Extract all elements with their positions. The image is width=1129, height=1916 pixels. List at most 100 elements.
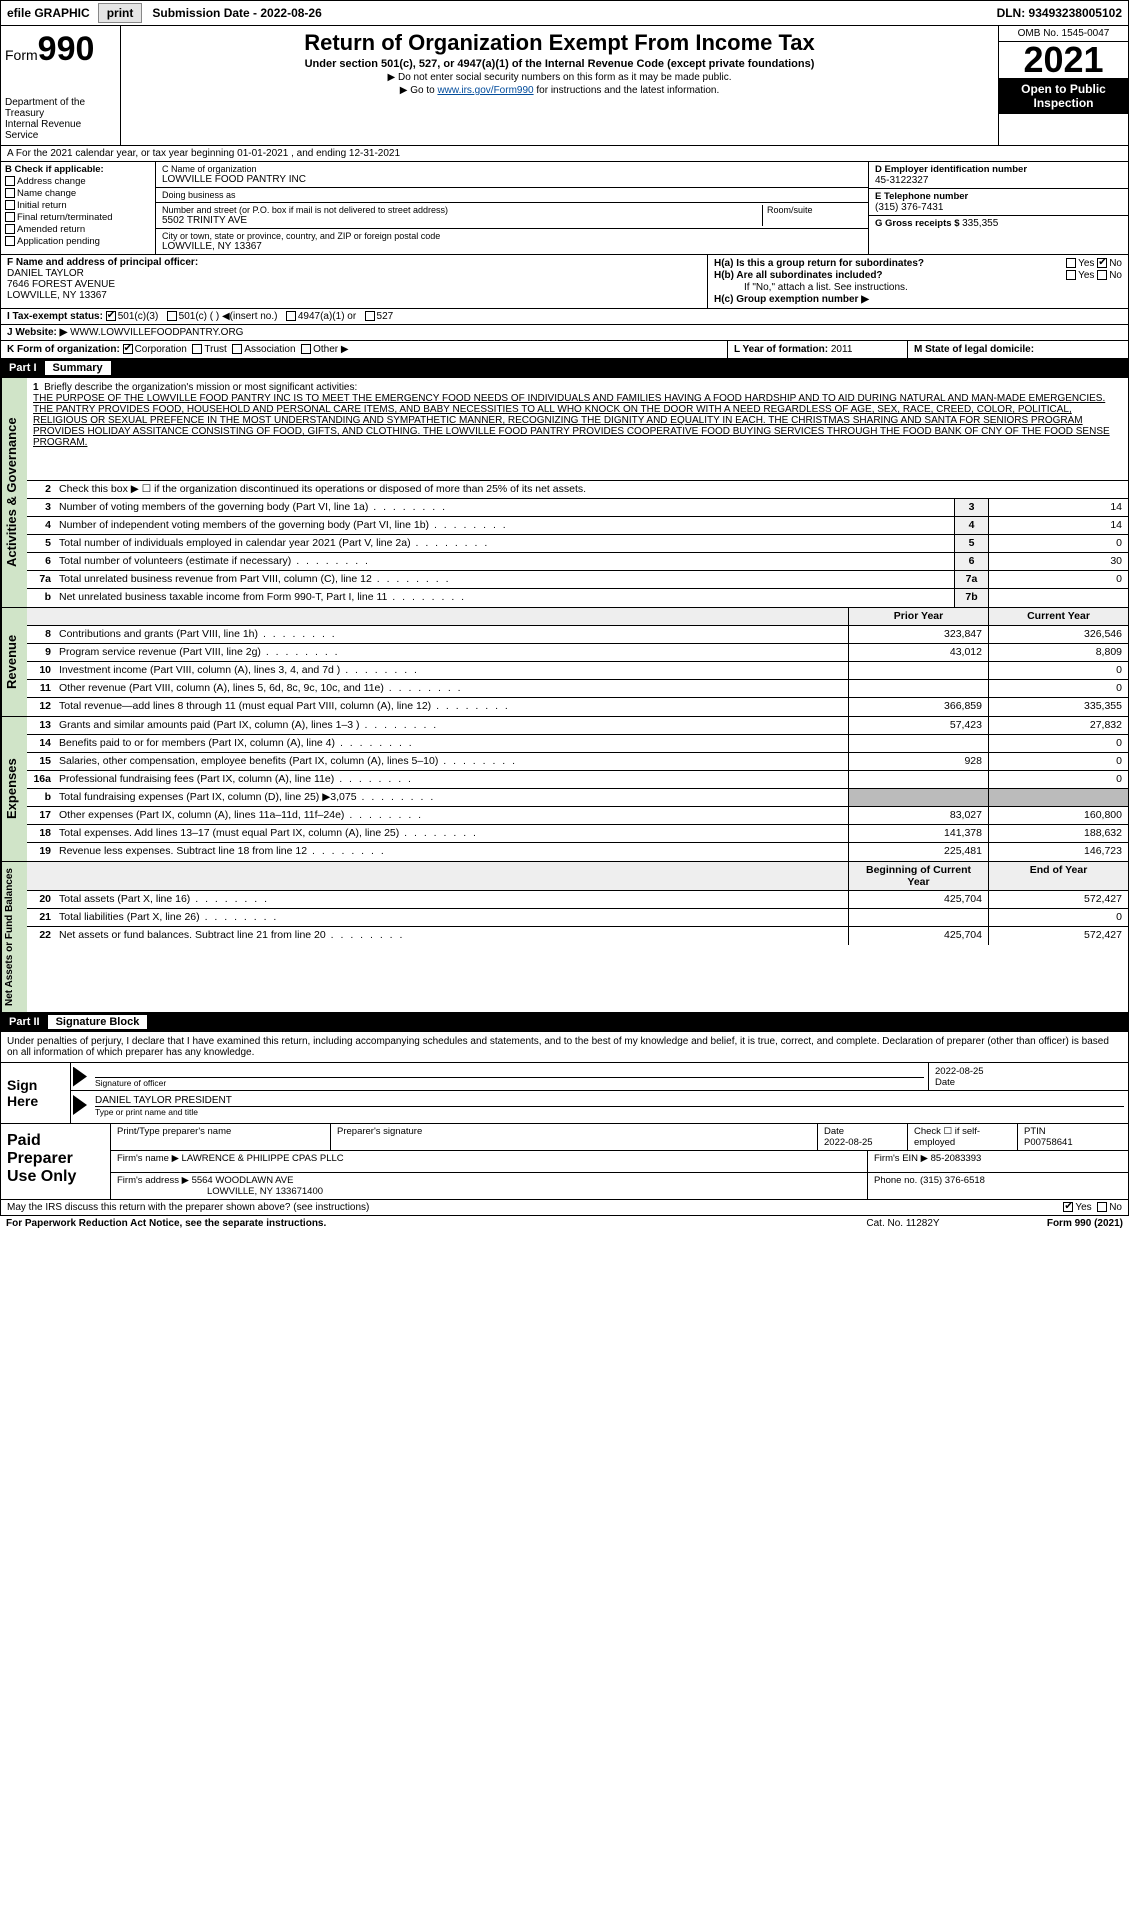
- hb-no[interactable]: [1097, 270, 1107, 280]
- efile-label: efile GRAPHIC: [1, 4, 96, 22]
- chk-501c3[interactable]: [106, 311, 116, 321]
- officer-label: F Name and address of principal officer:: [7, 257, 701, 268]
- revenue-line: 12Total revenue—add lines 8 through 11 (…: [27, 698, 1128, 716]
- expense-line: 14Benefits paid to or for members (Part …: [27, 735, 1128, 753]
- arrow-icon: [73, 1067, 87, 1087]
- gov-line: 7aTotal unrelated business revenue from …: [27, 571, 1128, 589]
- officer-addr1: 7646 FOREST AVENUE: [7, 279, 701, 290]
- col-c-org: C Name of organization LOWVILLE FOOD PAN…: [156, 162, 868, 254]
- chk-final-return[interactable]: Final return/terminated: [5, 212, 151, 223]
- chk-527[interactable]: [365, 311, 375, 321]
- print-button[interactable]: print: [98, 3, 143, 23]
- tax-exempt-row: I Tax-exempt status: 501(c)(3) 501(c) ( …: [0, 309, 1129, 325]
- signature-label: Signature of officer: [95, 1077, 924, 1088]
- header-right: OMB No. 1545-0047 2021 Open to Public In…: [998, 26, 1128, 145]
- chk-4947[interactable]: [286, 311, 296, 321]
- expense-line: 18Total expenses. Add lines 13–17 (must …: [27, 825, 1128, 843]
- form-note-1: ▶ Do not enter social security numbers o…: [129, 72, 990, 83]
- firm-phone: (315) 376-6518: [920, 1175, 985, 1186]
- chk-trust[interactable]: [192, 344, 202, 354]
- col-b-checkboxes: B Check if applicable: Address change Na…: [1, 162, 156, 254]
- prep-date: 2022-08-25: [824, 1137, 873, 1148]
- principal-officer: F Name and address of principal officer:…: [1, 255, 708, 308]
- chk-501c[interactable]: [167, 311, 177, 321]
- sign-here-label: Sign Here: [1, 1063, 71, 1123]
- addr-label: Number and street (or P.O. box if mail i…: [162, 205, 762, 215]
- part1-header: Part I Summary: [0, 359, 1129, 378]
- chk-assoc[interactable]: [232, 344, 242, 354]
- discuss-no[interactable]: [1097, 1202, 1107, 1212]
- chk-other[interactable]: [301, 344, 311, 354]
- form-note-2: ▶ Go to www.irs.gov/Form990 for instruct…: [129, 85, 990, 96]
- chk-amended-return[interactable]: Amended return: [5, 224, 151, 235]
- website-row: J Website: ▶ WWW.LOWVILLEFOODPANTRY.ORG: [0, 325, 1129, 341]
- firm-name: LAWRENCE & PHILIPPE CPAS PLLC: [182, 1153, 344, 1164]
- col-b-header: B Check if applicable:: [5, 164, 151, 175]
- cat-no: Cat. No. 11282Y: [823, 1218, 983, 1229]
- submission-date: Submission Date - 2022-08-26: [144, 4, 329, 22]
- gov-line: 5Total number of individuals employed in…: [27, 535, 1128, 553]
- ein-label: D Employer identification number: [875, 164, 1122, 175]
- net-line: 20Total assets (Part X, line 16)425,7045…: [27, 891, 1128, 909]
- chk-name-change[interactable]: Name change: [5, 188, 151, 199]
- net-line: 21Total liabilities (Part X, line 26)0: [27, 909, 1128, 927]
- mission-block: 1 Briefly describe the organization's mi…: [27, 378, 1128, 481]
- form-ref: Form 990 (2021): [983, 1218, 1123, 1229]
- hb-yes[interactable]: [1066, 270, 1076, 280]
- net-assets-section: Net Assets or Fund Balances Beginning of…: [0, 862, 1129, 1013]
- sig-date-value: 2022-08-25: [935, 1066, 1122, 1077]
- revenue-line: 11Other revenue (Part VIII, column (A), …: [27, 680, 1128, 698]
- website-value: WWW.LOWVILLEFOODPANTRY.ORG: [70, 327, 243, 338]
- header-mid: Return of Organization Exempt From Incom…: [121, 26, 998, 145]
- city-value: LOWVILLE, NY 13367: [162, 241, 862, 252]
- expense-line: 19Revenue less expenses. Subtract line 1…: [27, 843, 1128, 861]
- gov-line: bNet unrelated business taxable income f…: [27, 589, 1128, 607]
- chk-corp[interactable]: [123, 344, 133, 354]
- city-label: City or town, state or province, country…: [162, 231, 862, 241]
- net-line: 22Net assets or fund balances. Subtract …: [27, 927, 1128, 945]
- ptin-value: P00758641: [1024, 1137, 1073, 1148]
- org-name-label: C Name of organization: [162, 164, 862, 174]
- phone-value: (315) 376-7431: [875, 202, 1122, 213]
- discuss-yes[interactable]: [1063, 1202, 1073, 1212]
- sign-here-block: Sign Here Signature of officer 2022-08-2…: [0, 1063, 1129, 1124]
- irs-link[interactable]: www.irs.gov/Form990: [437, 85, 533, 96]
- paperwork-notice: For Paperwork Reduction Act Notice, see …: [6, 1218, 823, 1229]
- page-footer: For Paperwork Reduction Act Notice, see …: [0, 1216, 1129, 1231]
- expense-line: bTotal fundraising expenses (Part IX, co…: [27, 789, 1128, 807]
- discuss-row: May the IRS discuss this return with the…: [0, 1200, 1129, 1216]
- firm-addr: 5564 WOODLAWN AVE: [192, 1175, 294, 1186]
- chk-address-change[interactable]: Address change: [5, 176, 151, 187]
- ha-yes[interactable]: [1066, 258, 1076, 268]
- addr-value: 5502 TRINITY AVE: [162, 215, 762, 226]
- dba-label: Doing business as: [162, 190, 862, 200]
- chk-application-pending[interactable]: Application pending: [5, 236, 151, 247]
- activities-governance: Activities & Governance 1 Briefly descri…: [0, 378, 1129, 608]
- sidetab-revenue: Revenue: [1, 608, 27, 716]
- prep-self-emp[interactable]: Check ☐ if self-employed: [908, 1124, 1018, 1150]
- ein-value: 45-3122327: [875, 175, 1122, 186]
- group-return: H(a) Is this a group return for subordin…: [708, 255, 1128, 308]
- sig-date-label: Date: [935, 1077, 1122, 1088]
- ha-no[interactable]: [1097, 258, 1107, 268]
- row-a-tax-year: A For the 2021 calendar year, or tax yea…: [0, 146, 1129, 162]
- expenses-section: Expenses 13Grants and similar amounts pa…: [0, 717, 1129, 862]
- topbar: efile GRAPHIC print Submission Date - 20…: [0, 0, 1129, 26]
- net-header: Beginning of Current Year End of Year: [27, 862, 1128, 891]
- mission-text: THE PURPOSE OF THE LOWVILLE FOOD PANTRY …: [33, 393, 1110, 448]
- gov-line: 6Total number of volunteers (estimate if…: [27, 553, 1128, 571]
- arrow-icon: [73, 1095, 87, 1115]
- signature-intro: Under penalties of perjury, I declare th…: [0, 1032, 1129, 1063]
- form-prefix: Form: [5, 47, 38, 63]
- h-note: If "No," attach a list. See instructions…: [714, 282, 1122, 293]
- sidetab-expenses: Expenses: [1, 717, 27, 861]
- print-name-label: Type or print name and title: [95, 1106, 1124, 1117]
- revenue-line: 8Contributions and grants (Part VIII, li…: [27, 626, 1128, 644]
- gov-line: 2Check this box ▶ ☐ if the organization …: [27, 481, 1128, 499]
- paid-preparer-label: Paid Preparer Use Only: [1, 1124, 111, 1199]
- part2-header: Part II Signature Block: [0, 1013, 1129, 1032]
- gov-line: 3Number of voting members of the governi…: [27, 499, 1128, 517]
- revenue-line: 9Program service revenue (Part VIII, lin…: [27, 644, 1128, 662]
- chk-initial-return[interactable]: Initial return: [5, 200, 151, 211]
- form-org-row: K Form of organization: Corporation Trus…: [0, 341, 1129, 359]
